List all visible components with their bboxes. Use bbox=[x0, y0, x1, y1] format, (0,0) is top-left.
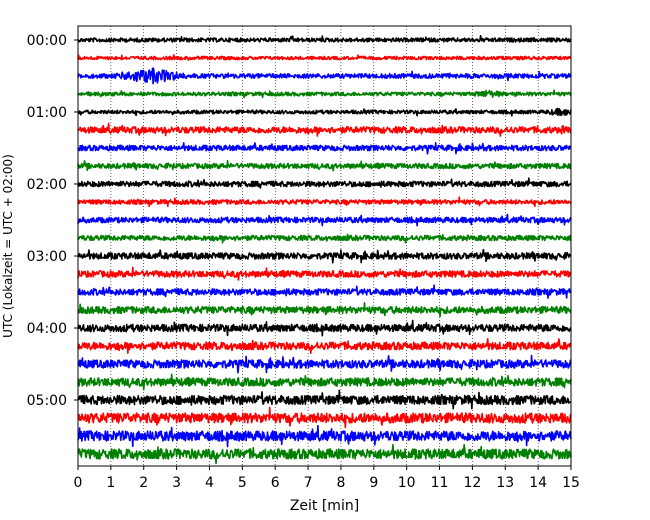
y-tick-label: 01:00 bbox=[27, 105, 67, 121]
seismic-trace bbox=[77, 424, 572, 448]
x-tick-label: 11 bbox=[431, 475, 449, 491]
x-tick-label: 13 bbox=[496, 475, 514, 491]
seismic-trace bbox=[77, 284, 572, 299]
x-tick-label: 0 bbox=[74, 475, 83, 491]
y-tick-label: 00:00 bbox=[27, 33, 67, 49]
x-tick-label: 15 bbox=[562, 475, 580, 491]
plot-frame bbox=[77, 25, 572, 467]
x-tick-label: 14 bbox=[529, 475, 547, 491]
seismic-trace bbox=[77, 67, 572, 85]
x-tick-label: 9 bbox=[369, 475, 378, 491]
y-tick-label: 02:00 bbox=[27, 177, 67, 193]
y-axis-label: UTC (Lokalzeit = UTC + 02:00) bbox=[1, 154, 15, 338]
seismic-trace bbox=[77, 406, 572, 429]
seismic-trace bbox=[77, 266, 572, 281]
seismic-trace bbox=[77, 159, 572, 172]
grid-lines bbox=[110, 26, 539, 466]
x-tick-label: 4 bbox=[205, 475, 214, 491]
x-tick-label: 7 bbox=[304, 475, 313, 491]
x-tick-label: 12 bbox=[463, 475, 481, 491]
x-tick-label: 10 bbox=[398, 475, 416, 491]
seismic-trace bbox=[77, 233, 572, 244]
x-tick-label: 8 bbox=[336, 475, 345, 491]
trace-group bbox=[77, 34, 572, 465]
seismic-trace bbox=[77, 338, 572, 355]
seismic-trace bbox=[77, 354, 572, 374]
seismic-trace bbox=[77, 248, 572, 264]
seismic-trace bbox=[77, 89, 572, 99]
y-tick-label: 03:00 bbox=[27, 249, 67, 265]
x-axis-label: Zeit [min] bbox=[290, 498, 359, 514]
seismic-trace bbox=[77, 177, 572, 189]
seismic-trace bbox=[77, 34, 572, 43]
seismic-trace bbox=[77, 54, 572, 61]
y-tick-label: 05:00 bbox=[27, 393, 67, 409]
seismic-trace bbox=[77, 107, 572, 117]
x-tick-label: 2 bbox=[139, 475, 148, 491]
seismic-trace bbox=[77, 142, 572, 155]
axis-ticks: 0 1 2 3 4 5 6 7 8 9 10 11 12 13 14 1500:0001:0002:0003:… bbox=[27, 33, 580, 491]
seismic-trace bbox=[77, 443, 572, 465]
x-tick-label: 3 bbox=[172, 475, 181, 491]
y-tick-label: 04:00 bbox=[27, 321, 67, 337]
seismic-trace bbox=[77, 389, 572, 410]
x-tick-label: 5 bbox=[238, 475, 247, 491]
seismic-trace bbox=[77, 373, 572, 391]
x-tick-label: 1 bbox=[106, 475, 115, 491]
seismic-trace bbox=[77, 122, 572, 137]
seismic-trace bbox=[77, 196, 572, 208]
seismic-trace bbox=[77, 319, 572, 337]
seismic-trace bbox=[77, 301, 572, 318]
x-tick-label: 6 bbox=[271, 475, 280, 491]
seismic-trace bbox=[77, 213, 572, 227]
